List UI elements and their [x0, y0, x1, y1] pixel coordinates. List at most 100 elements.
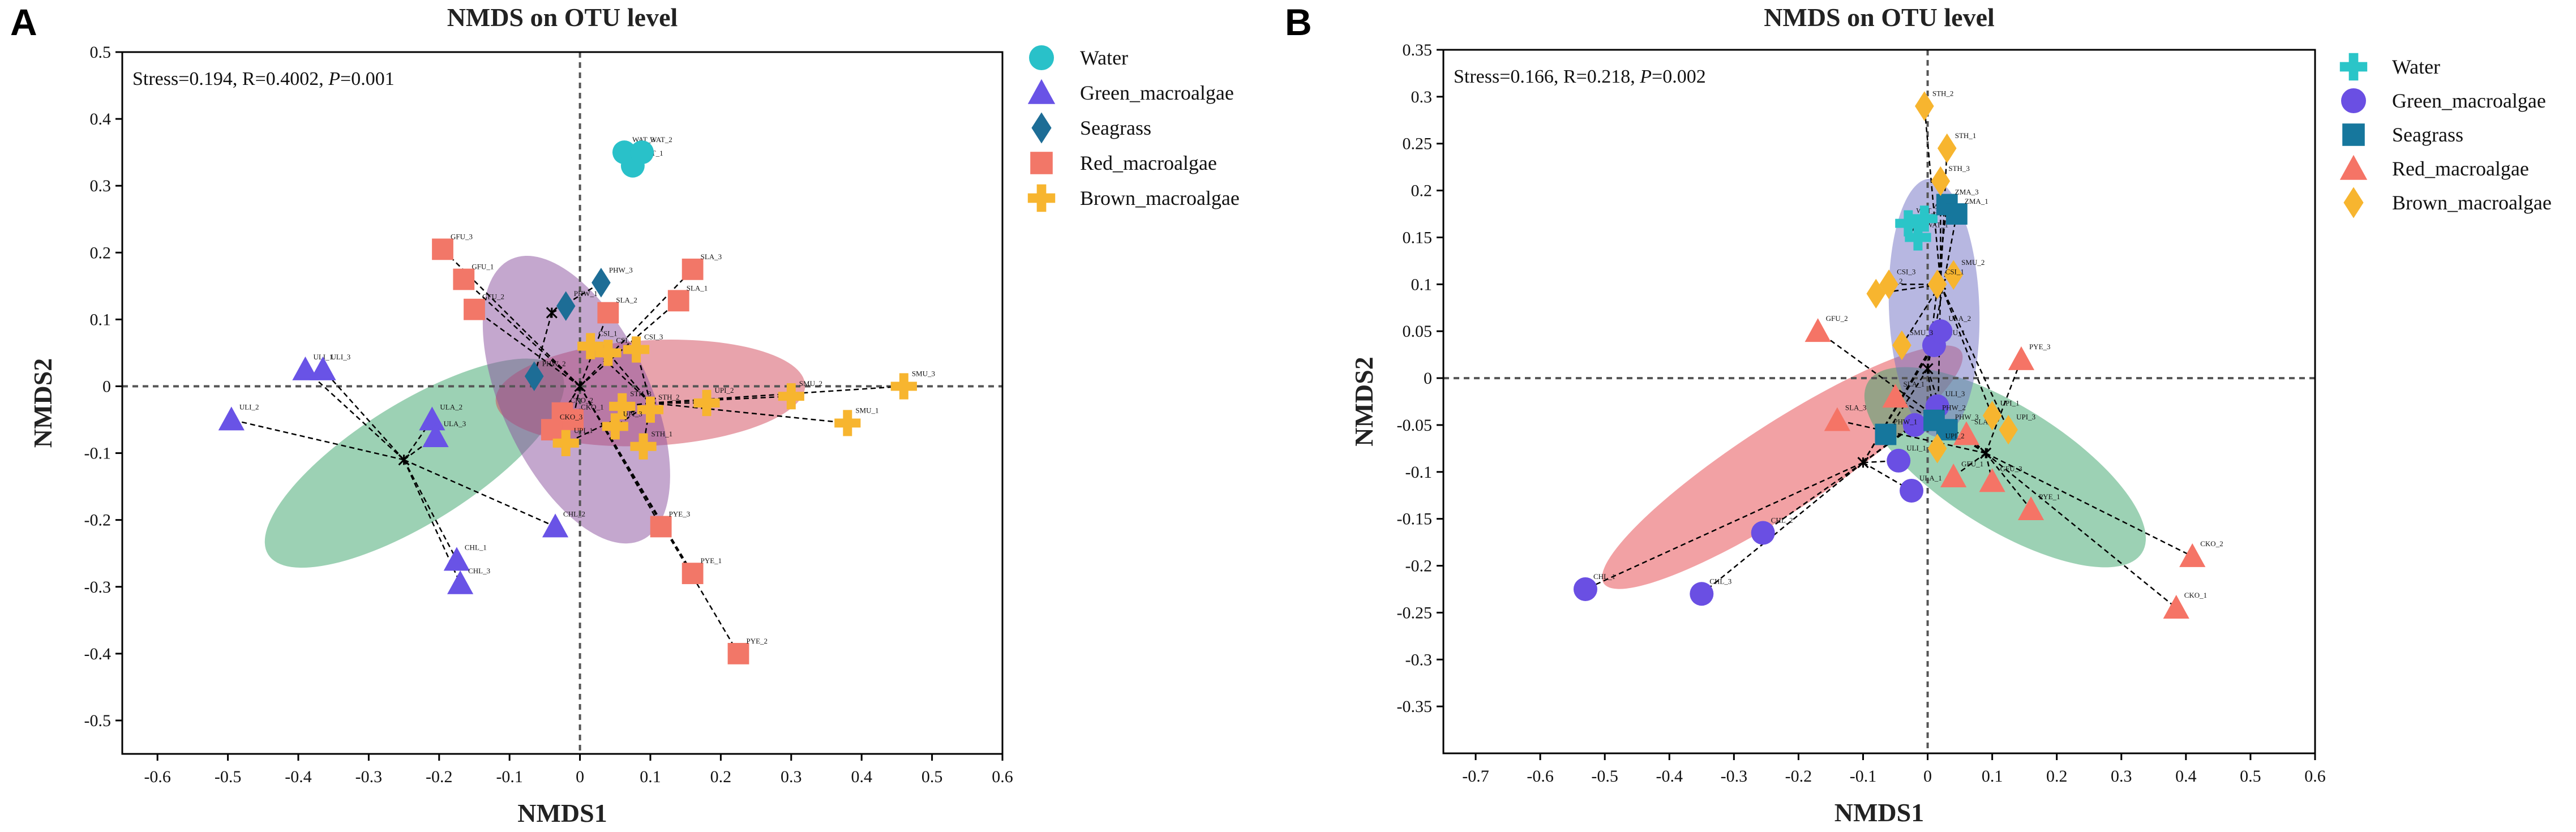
legend-label: Seagrass [1080, 117, 1151, 139]
legend-marker [2341, 88, 2366, 113]
plot-frame [121, 51, 1004, 755]
legend-label: Green_macroalgae [2392, 89, 2546, 112]
x-tick-label: 0 [1923, 767, 1932, 786]
data-point [447, 570, 474, 594]
spider-line [650, 402, 848, 424]
y-tick-label: -0.4 [84, 645, 112, 663]
data-point [630, 433, 657, 460]
data-point [443, 547, 470, 571]
spider-line [1762, 462, 1864, 534]
x-tick-label: -0.5 [1591, 767, 1618, 786]
point-label: STH_3 [1948, 164, 1970, 173]
point-label: PYE_1 [701, 556, 722, 565]
legend-marker [2343, 187, 2364, 218]
data-point [2179, 543, 2206, 567]
point-label: SMU_2 [1961, 258, 1984, 267]
y-tick-label: 0.15 [1403, 228, 1433, 247]
centroid-marker [546, 307, 558, 319]
point-label: CKO_3 [560, 413, 582, 421]
point-label: GFU_3 [451, 232, 473, 241]
centroid-marker [1857, 457, 1869, 469]
spider-line [1985, 453, 1993, 482]
data-point [1937, 133, 1957, 164]
y-tick-label: -0.25 [1397, 603, 1433, 622]
data-point [218, 406, 245, 431]
x-tick-label: -0.1 [496, 767, 523, 786]
data-point [1824, 407, 1850, 431]
x-axis-label: NMDS1 [517, 799, 607, 827]
spider-line [1901, 284, 1941, 346]
y-tick-label: 0.4 [90, 110, 112, 128]
point-label: CHL_3 [468, 567, 490, 575]
data-point [552, 430, 579, 456]
point-label: STH_1 [1955, 131, 1977, 140]
y-tick-label: -0.1 [1405, 463, 1433, 482]
point-label: SMU_2 [799, 379, 822, 388]
spider-line [579, 268, 693, 387]
point-label: GFU_1 [472, 263, 494, 271]
point-label: CKO_1 [581, 403, 603, 411]
data-point [778, 383, 804, 410]
data-point [834, 410, 861, 436]
legend: Water Green_macroalgae Seagrass Red_macroal… [1027, 45, 1240, 212]
data-point [602, 413, 628, 440]
point-label: PYE_1 [2039, 492, 2060, 501]
spider-line [305, 369, 405, 461]
point-label: SLA_3 [1845, 404, 1867, 412]
data-point [1875, 423, 1897, 445]
point-label: CHL_2 [563, 509, 585, 518]
y-tick-label: 0 [1424, 369, 1432, 388]
point-label: CSI_1 [1945, 267, 1964, 276]
x-tick-label: -0.4 [1656, 767, 1683, 786]
point-label: CHL_1 [465, 543, 487, 552]
spider-line [1953, 452, 1986, 478]
x-tick-label: 0.6 [992, 767, 1013, 786]
stats-p-value: =0.001 [340, 68, 395, 89]
point-label: SMU_3 [912, 369, 935, 378]
data-point [1928, 319, 1953, 344]
data-point [1887, 448, 1911, 473]
data-point [1751, 521, 1775, 545]
legend-marker [2342, 123, 2365, 146]
point-label: STH_1 [651, 430, 673, 438]
x-tick-label: -0.3 [1721, 767, 1748, 786]
point-label: PHW_3 [1955, 413, 1979, 421]
x-tick-label: 0.5 [2240, 767, 2261, 786]
x-tick-label: 0.2 [2046, 767, 2068, 786]
point-label: ULI_3 [331, 353, 351, 361]
point-label: UPI_2 [715, 386, 734, 394]
point-label: STH_3 [630, 389, 651, 398]
data-point [1931, 166, 1951, 196]
confidence-ellipse [1888, 178, 1980, 437]
point-label: ULA_2 [440, 403, 462, 411]
x-tick-label: 0.1 [1982, 767, 2003, 786]
legend-marker [2339, 53, 2368, 81]
point-label: PHW_2 [1942, 404, 1966, 412]
x-tick-label: -0.2 [1785, 767, 1812, 786]
data-point [609, 393, 636, 420]
point-label: ULI_1 [1906, 444, 1926, 452]
data-point [1805, 318, 1831, 342]
spider-line [1701, 462, 1864, 595]
chart-title: NMDS on OTU level [447, 3, 678, 32]
point-label: CKO_2 [571, 396, 593, 405]
spider-line [1985, 452, 2032, 510]
legend-marker [1027, 79, 1056, 104]
x-tick-label: 0.3 [2111, 767, 2132, 786]
confidence-ellipse [482, 255, 670, 544]
point-label: ZMA_3 [1955, 187, 1979, 196]
point-label: CSI_2 [616, 336, 635, 344]
stats-p-label: P [328, 68, 340, 89]
x-tick-label: 0.1 [640, 767, 661, 786]
spider-line [533, 312, 553, 377]
point-label: ZMA_1 [1965, 197, 1988, 205]
data-point [310, 356, 336, 380]
point-label: SLA_3 [701, 252, 722, 261]
point-label: UPI_1 [574, 426, 593, 435]
data-point [1573, 577, 1597, 601]
data-point [1882, 384, 1909, 408]
legend-marker [1030, 152, 1053, 174]
data-point [524, 361, 544, 392]
data-point [419, 406, 445, 431]
